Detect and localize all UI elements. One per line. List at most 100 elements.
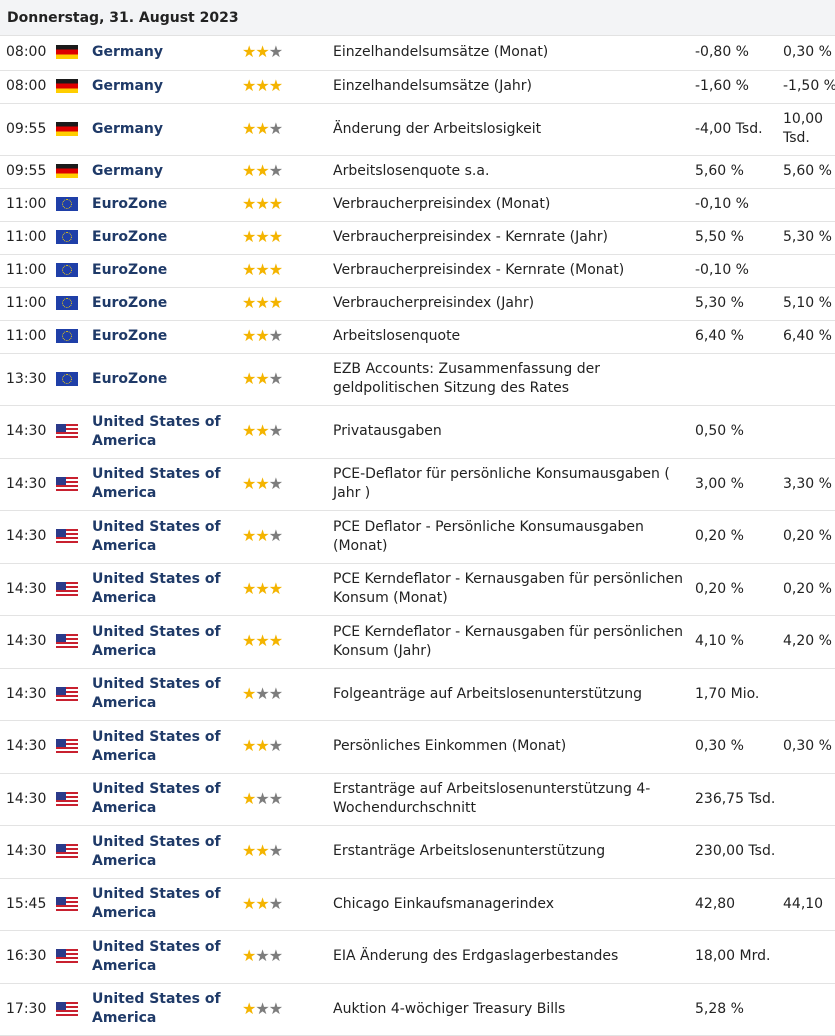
table-row[interactable]: 11:00 EuroZone ★★★ Verbraucherpreisindex (M… — [0, 188, 835, 222]
flag-cell — [56, 773, 92, 826]
event-name[interactable]: PCE Kerndeflator - Kernausgaben für pers… — [333, 563, 695, 616]
country-name[interactable]: Germany — [92, 70, 242, 104]
country-name[interactable]: EuroZone — [92, 287, 242, 321]
event-name[interactable]: Einzelhandelsumsätze (Jahr) — [333, 70, 695, 104]
country-name[interactable]: EuroZone — [92, 221, 242, 255]
usa-flag-icon — [56, 476, 78, 491]
country-name[interactable]: United States of America — [92, 825, 242, 879]
table-row[interactable]: 14:30 United States of America ★★★ Erstantr… — [0, 773, 835, 826]
event-name[interactable]: EZB Accounts: Zusammenfassung der geldpo… — [333, 353, 695, 406]
table-row[interactable]: 11:00 EuroZone ★★★ Verbraucherpreisindex - … — [0, 254, 835, 288]
previous-value — [783, 930, 835, 984]
event-name[interactable]: PCE Kerndeflator - Kernausgaben für pers… — [333, 615, 695, 669]
country-name[interactable]: Germany — [92, 103, 242, 156]
table-row[interactable]: 11:00 EuroZone ★★★ Arbeitslosenquote 6,40 % 6… — [0, 320, 835, 354]
flag-cell — [56, 983, 92, 1036]
usa-flag-icon — [56, 896, 78, 911]
actual-value: 18,00 Mrd. — [695, 930, 783, 984]
country-name[interactable]: United States of America — [92, 563, 242, 616]
table-row[interactable]: 08:00 Germany ★★★ Einzelhandelsumsätze (Jah… — [0, 70, 835, 104]
importance-rating: ★★★ — [242, 563, 333, 616]
table-row[interactable]: 14:30 United States of America ★★★ PCE-Defl… — [0, 458, 835, 511]
star-icon: ★ — [268, 946, 283, 965]
event-time: 14:30 — [0, 668, 56, 721]
event-name[interactable]: PCE Deflator - Persönliche Konsumausgabe… — [333, 510, 695, 564]
event-name[interactable]: Erstanträge auf Arbeitslosenunterstützun… — [333, 773, 695, 826]
country-name[interactable]: EuroZone — [92, 254, 242, 288]
country-name[interactable]: United States of America — [92, 405, 242, 459]
country-name[interactable]: United States of America — [92, 668, 242, 721]
star-icon: ★ — [242, 998, 256, 1018]
star-icon: ★ — [268, 118, 283, 138]
table-row[interactable]: 14:30 United States of America ★★★ Privatau… — [0, 405, 835, 459]
country-name[interactable]: United States of America — [92, 983, 242, 1036]
country-name[interactable]: United States of America — [92, 930, 242, 984]
table-row[interactable]: 14:30 United States of America ★★★ Persönli… — [0, 720, 835, 774]
usa-flag-icon — [56, 581, 78, 596]
star-icon: ★ — [242, 293, 256, 312]
eu-flag-icon — [56, 296, 78, 310]
country-name[interactable]: United States of America — [92, 458, 242, 511]
country-name[interactable]: EuroZone — [92, 320, 242, 354]
event-name[interactable]: Einzelhandelsumsätze (Monat) — [333, 36, 695, 71]
country-name[interactable]: United States of America — [92, 615, 242, 669]
table-row[interactable]: 15:45 United States of America ★★★ Chicago … — [0, 878, 835, 931]
star-icon: ★ — [268, 683, 283, 703]
table-row[interactable]: 09:55 Germany ★★★ Arbeitslosenquote s.a. 5,6… — [0, 155, 835, 189]
table-row[interactable]: 14:30 United States of America ★★★ PCE Kern… — [0, 615, 835, 669]
country-name[interactable]: United States of America — [92, 773, 242, 826]
table-row[interactable]: 08:00 Germany ★★★ Einzelhandelsumsätze (Mon… — [0, 36, 835, 71]
star-icon: ★ — [242, 473, 256, 493]
table-row[interactable]: 17:30 United States of America ★★★ Auktion … — [0, 983, 835, 1036]
event-name[interactable]: Folgeanträge auf Arbeitslosenunterstützu… — [333, 668, 695, 721]
previous-value: 0,20 % — [783, 510, 835, 564]
importance-rating: ★★★ — [242, 668, 333, 721]
importance-rating: ★★★ — [242, 510, 333, 564]
star-icon: ★ — [268, 260, 283, 279]
star-icon: ★ — [255, 194, 269, 213]
importance-rating: ★★★ — [242, 930, 333, 984]
actual-value: 0,30 % — [695, 720, 783, 774]
event-name[interactable]: Persönliches Einkommen (Monat) — [333, 720, 695, 774]
table-row[interactable]: 11:00 EuroZone ★★★ Verbraucherpreisindex (J… — [0, 287, 835, 321]
event-name[interactable]: Arbeitslosenquote s.a. — [333, 155, 695, 189]
event-name[interactable]: Verbraucherpreisindex (Jahr) — [333, 287, 695, 321]
economic-calendar-table: 08:00 Germany ★★★ Einzelhandelsumsätze (Mon… — [0, 36, 835, 1036]
event-name[interactable]: Änderung der Arbeitslosigkeit — [333, 103, 695, 156]
event-name[interactable]: Verbraucherpreisindex (Monat) — [333, 188, 695, 222]
event-name[interactable]: Privatausgaben — [333, 405, 695, 459]
event-name[interactable]: Arbeitslosenquote — [333, 320, 695, 354]
star-icon: ★ — [255, 526, 269, 545]
event-time: 11:00 — [0, 221, 56, 255]
event-name[interactable]: Auktion 4-wöchiger Treasury Bills — [333, 983, 695, 1036]
country-name[interactable]: Germany — [92, 36, 242, 71]
star-icon: ★ — [255, 893, 269, 913]
event-name[interactable]: Erstanträge Arbeitslosenunterstützung — [333, 825, 695, 879]
country-name[interactable]: EuroZone — [92, 353, 242, 406]
table-row[interactable]: 13:30 EuroZone ★★★ EZB Accounts: Zusammenfa… — [0, 353, 835, 406]
table-row[interactable]: 16:30 United States of America ★★★ EIA Ände… — [0, 930, 835, 984]
country-name[interactable]: United States of America — [92, 878, 242, 931]
event-name[interactable]: EIA Änderung des Erdgaslagerbestandes — [333, 930, 695, 984]
country-name[interactable]: EuroZone — [92, 188, 242, 222]
table-row[interactable]: 14:30 United States of America ★★★ Erstantr… — [0, 825, 835, 879]
event-name[interactable]: Chicago Einkaufsmanagerindex — [333, 878, 695, 931]
table-row[interactable]: 14:30 United States of America ★★★ Folgeant… — [0, 668, 835, 721]
country-name[interactable]: United States of America — [92, 720, 242, 774]
country-name[interactable]: United States of America — [92, 510, 242, 564]
event-time: 14:30 — [0, 773, 56, 826]
importance-rating: ★★★ — [242, 825, 333, 879]
table-row[interactable]: 14:30 United States of America ★★★ PCE Defl… — [0, 510, 835, 564]
event-name[interactable]: PCE-Deflator für persönliche Konsumausga… — [333, 458, 695, 511]
event-name[interactable]: Verbraucherpreisindex - Kernrate (Jahr) — [333, 221, 695, 255]
event-name[interactable]: Verbraucherpreisindex - Kernrate (Monat) — [333, 254, 695, 288]
previous-value: 5,30 % — [783, 221, 835, 255]
table-row[interactable]: 14:30 United States of America ★★★ PCE Kern… — [0, 563, 835, 616]
star-icon: ★ — [255, 946, 269, 965]
previous-value: 0,20 % — [783, 563, 835, 616]
table-row[interactable]: 09:55 Germany ★★★ Änderung der Arbeitslosig… — [0, 103, 835, 156]
country-name[interactable]: Germany — [92, 155, 242, 189]
table-row[interactable]: 11:00 EuroZone ★★★ Verbraucherpreisindex - … — [0, 221, 835, 255]
star-icon: ★ — [255, 841, 269, 860]
star-icon: ★ — [242, 260, 256, 279]
